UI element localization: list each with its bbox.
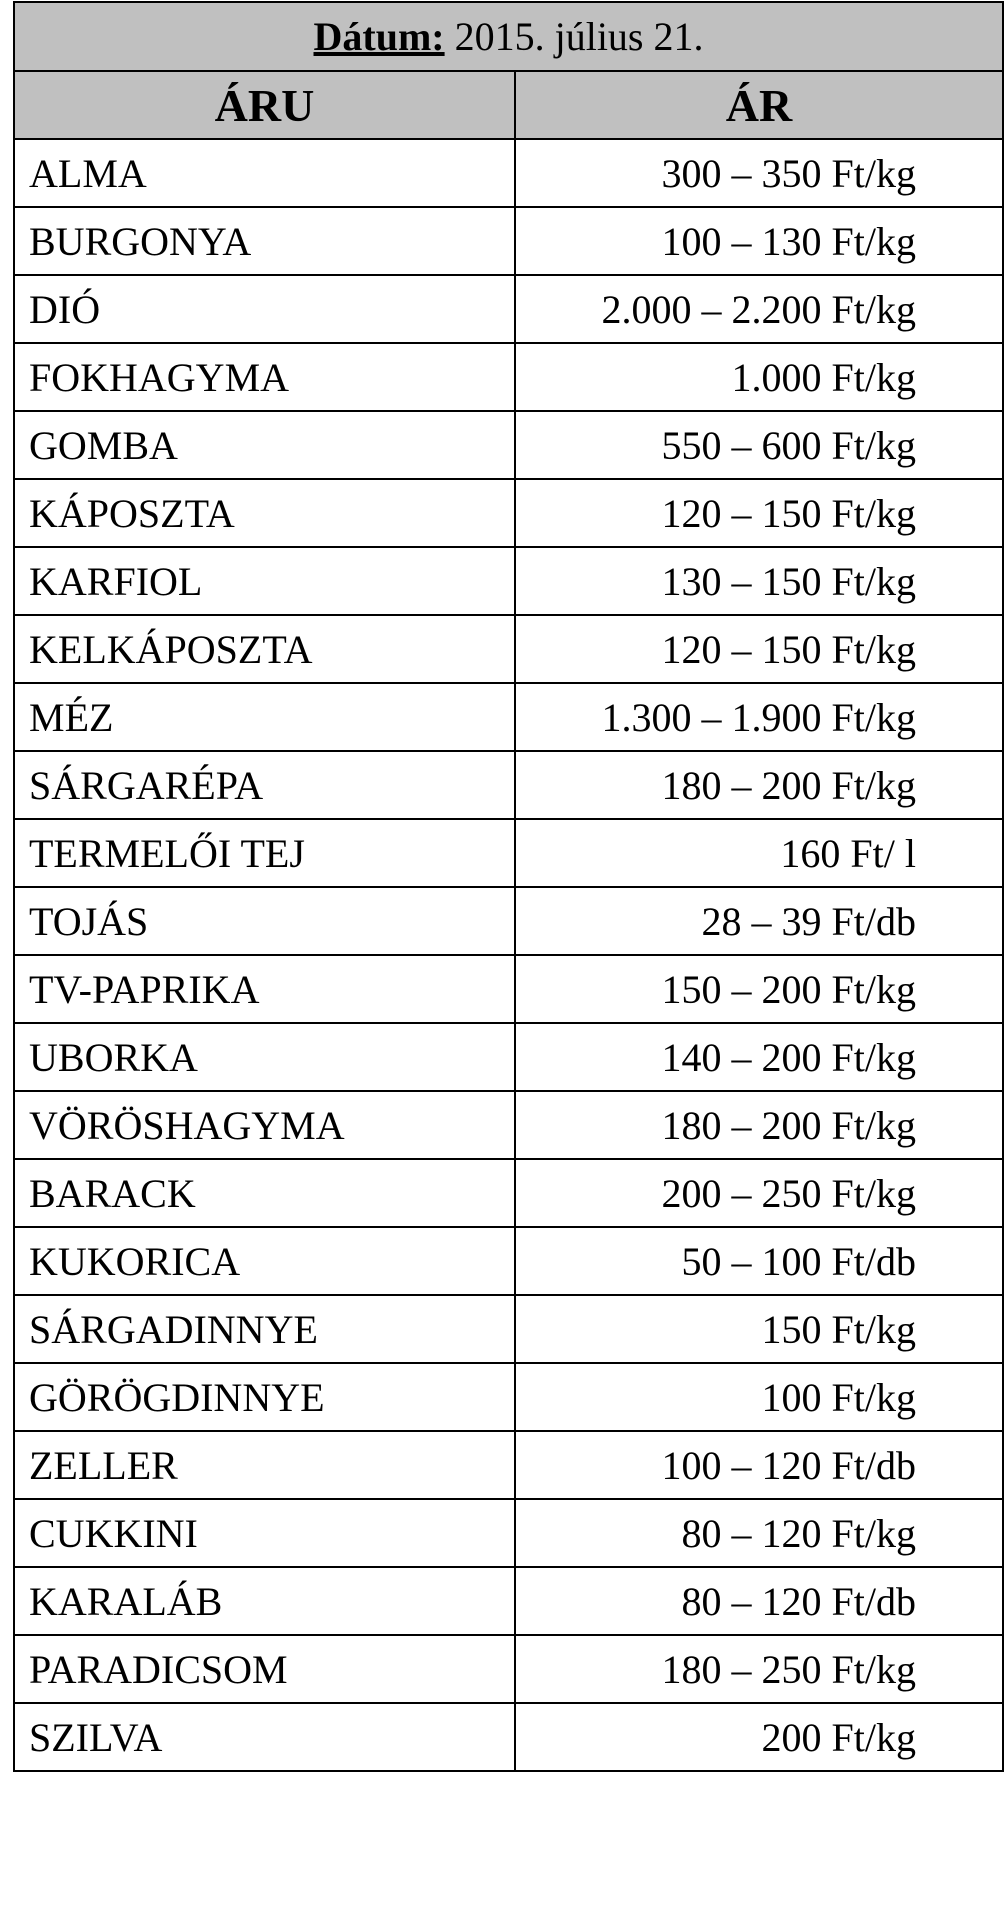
item-price: 150 Ft/kg — [514, 1294, 1004, 1364]
table-row: BURGONYA 100 – 130 Ft/kg — [13, 206, 1004, 276]
item-price: 200 – 250 Ft/kg — [514, 1158, 1004, 1228]
table-row: SÁRGARÉPA 180 – 200 Ft/kg — [13, 750, 1004, 820]
table-row: VÖRÖSHAGYMA 180 – 200 Ft/kg — [13, 1090, 1004, 1160]
item-name: TERMELŐI TEJ — [13, 818, 516, 888]
item-price: 140 – 200 Ft/kg — [514, 1022, 1004, 1092]
item-price: 200 Ft/kg — [514, 1702, 1004, 1772]
item-price: 130 – 150 Ft/kg — [514, 546, 1004, 616]
item-name: TOJÁS — [13, 886, 516, 956]
item-price: 50 – 100 Ft/db — [514, 1226, 1004, 1296]
item-price: 80 – 120 Ft/kg — [514, 1498, 1004, 1568]
item-name: KARFIOL — [13, 546, 516, 616]
item-price: 80 – 120 Ft/db — [514, 1566, 1004, 1636]
date-row: Dátum: 2015. július 21. — [13, 1, 1004, 72]
item-price: 550 – 600 Ft/kg — [514, 410, 1004, 480]
item-name: SÁRGARÉPA — [13, 750, 516, 820]
item-price: 180 – 200 Ft/kg — [514, 750, 1004, 820]
item-name: BURGONYA — [13, 206, 516, 276]
item-name: KARALÁB — [13, 1566, 516, 1636]
table-row: ZELLER 100 – 120 Ft/db — [13, 1430, 1004, 1500]
column-header-item: ÁRU — [13, 70, 516, 140]
item-name: PARADICSOM — [13, 1634, 516, 1704]
date-label: Dátum: — [313, 14, 445, 59]
item-price: 160 Ft/ l — [514, 818, 1004, 888]
date-cell: Dátum: 2015. július 21. — [13, 1, 1004, 72]
table-row: KARFIOL 130 – 150 Ft/kg — [13, 546, 1004, 616]
item-name: DIÓ — [13, 274, 516, 344]
table-row: TV-PAPRIKA 150 – 200 Ft/kg — [13, 954, 1004, 1024]
table-row: GÖRÖGDINNYE 100 Ft/kg — [13, 1362, 1004, 1432]
item-name: ALMA — [13, 138, 516, 208]
item-name: KÁPOSZTA — [13, 478, 516, 548]
table-row: KÁPOSZTA 120 – 150 Ft/kg — [13, 478, 1004, 548]
column-header-row: ÁRU ÁR — [13, 70, 1004, 140]
table-row: KUKORICA 50 – 100 Ft/db — [13, 1226, 1004, 1296]
item-price: 150 – 200 Ft/kg — [514, 954, 1004, 1024]
table-row: PARADICSOM 180 – 250 Ft/kg — [13, 1634, 1004, 1704]
column-header-price: ÁR — [514, 70, 1004, 140]
item-price: 180 – 250 Ft/kg — [514, 1634, 1004, 1704]
item-price: 100 – 120 Ft/db — [514, 1430, 1004, 1500]
item-price: 120 – 150 Ft/kg — [514, 614, 1004, 684]
table-row: SZILVA 200 Ft/kg — [13, 1702, 1004, 1772]
table-row: DIÓ 2.000 – 2.200 Ft/kg — [13, 274, 1004, 344]
item-price: 100 Ft/kg — [514, 1362, 1004, 1432]
table-row: FOKHAGYMA 1.000 Ft/kg — [13, 342, 1004, 412]
item-name: KELKÁPOSZTA — [13, 614, 516, 684]
item-name: SZILVA — [13, 1702, 516, 1772]
table-row: KARALÁB 80 – 120 Ft/db — [13, 1566, 1004, 1636]
item-price: 100 – 130 Ft/kg — [514, 206, 1004, 276]
item-price: 28 – 39 Ft/db — [514, 886, 1004, 956]
table-row: BARACK 200 – 250 Ft/kg — [13, 1158, 1004, 1228]
price-table: Dátum: 2015. július 21. ÁRU ÁR ALMA 300 –… — [13, 1, 1004, 1772]
table-row: TOJÁS 28 – 39 Ft/db — [13, 886, 1004, 956]
item-name: GOMBA — [13, 410, 516, 480]
table-row: SÁRGADINNYE 150 Ft/kg — [13, 1294, 1004, 1364]
table-row: TERMELŐI TEJ 160 Ft/ l — [13, 818, 1004, 888]
item-name: BARACK — [13, 1158, 516, 1228]
item-price: 1.000 Ft/kg — [514, 342, 1004, 412]
item-name: TV-PAPRIKA — [13, 954, 516, 1024]
date-value: 2015. július 21. — [454, 14, 704, 59]
item-name: VÖRÖSHAGYMA — [13, 1090, 516, 1160]
table-row: ALMA 300 – 350 Ft/kg — [13, 138, 1004, 208]
item-name: CUKKINI — [13, 1498, 516, 1568]
item-name: GÖRÖGDINNYE — [13, 1362, 516, 1432]
item-price: 2.000 – 2.200 Ft/kg — [514, 274, 1004, 344]
table-row: KELKÁPOSZTA 120 – 150 Ft/kg — [13, 614, 1004, 684]
item-name: MÉZ — [13, 682, 516, 752]
table-row: GOMBA 550 – 600 Ft/kg — [13, 410, 1004, 480]
item-name: ZELLER — [13, 1430, 516, 1500]
item-price: 120 – 150 Ft/kg — [514, 478, 1004, 548]
item-name: SÁRGADINNYE — [13, 1294, 516, 1364]
item-price: 1.300 – 1.900 Ft/kg — [514, 682, 1004, 752]
table-row: MÉZ 1.300 – 1.900 Ft/kg — [13, 682, 1004, 752]
item-name: UBORKA — [13, 1022, 516, 1092]
item-price: 180 – 200 Ft/kg — [514, 1090, 1004, 1160]
item-name: FOKHAGYMA — [13, 342, 516, 412]
table-row: UBORKA 140 – 200 Ft/kg — [13, 1022, 1004, 1092]
table-row: CUKKINI 80 – 120 Ft/kg — [13, 1498, 1004, 1568]
item-name: KUKORICA — [13, 1226, 516, 1296]
item-price: 300 – 350 Ft/kg — [514, 138, 1004, 208]
